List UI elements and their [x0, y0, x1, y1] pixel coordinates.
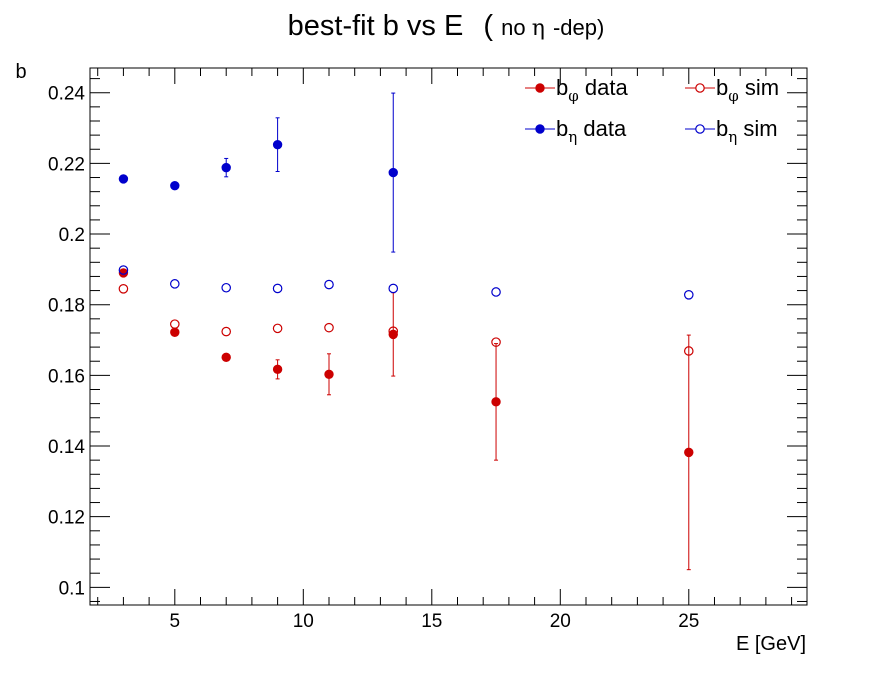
- legend-label: bη sim: [716, 116, 778, 146]
- x-axis-label: E [GeV]: [736, 633, 806, 655]
- chart-title-paren-prefix: no: [501, 15, 532, 40]
- legend-label: bφ data: [556, 75, 628, 105]
- data-point: [170, 327, 180, 337]
- data-point: [683, 290, 694, 300]
- plot-frame: [89, 67, 808, 606]
- data-point: [388, 329, 398, 340]
- chart-title-paren-open: (: [483, 10, 493, 42]
- legend-entry-beta_sim: bη sim: [685, 116, 778, 146]
- x-tick-label: 10: [293, 611, 314, 632]
- series-bphi_data: [118, 268, 694, 571]
- y-tick-label: 0.1: [59, 578, 85, 599]
- legend-label: bφ sim: [716, 75, 779, 105]
- data-series: [118, 92, 694, 571]
- data-point: [221, 282, 232, 293]
- chart-title-paren-suffix: -dep): [553, 15, 604, 40]
- x-tick-label: 5: [170, 611, 181, 632]
- data-point: [491, 397, 501, 407]
- y-tick-label: 0.14: [48, 437, 85, 458]
- data-point: [221, 162, 231, 173]
- data-point: [324, 322, 334, 333]
- data-point: [491, 337, 501, 347]
- x-tick-label: 15: [421, 611, 442, 632]
- data-point: [272, 139, 283, 150]
- legend-label-base: b: [556, 116, 568, 141]
- data-point: [491, 287, 501, 297]
- chart-title-eta: η: [532, 16, 545, 41]
- axis-ticks: [90, 68, 807, 605]
- legend-label-text: data: [577, 116, 627, 141]
- data-point: [118, 284, 129, 294]
- data-point: [170, 180, 180, 191]
- data-point: [221, 326, 232, 337]
- y-tick-label: 0.22: [48, 154, 85, 175]
- legend-marker: [695, 124, 705, 134]
- y-tick-label: 0.18: [48, 296, 85, 317]
- legend-label-text: sim: [739, 75, 779, 100]
- legend-marker: [535, 83, 545, 93]
- legend-entry-beta_data: bη data: [525, 116, 627, 146]
- chart-title: best-fit b vs E ( no η -dep): [288, 10, 605, 42]
- legend-marker: [695, 83, 705, 93]
- series-beta_data: [118, 92, 398, 253]
- data-point: [272, 283, 283, 294]
- data-point: [118, 174, 129, 184]
- x-tick-label: 25: [678, 611, 699, 632]
- data-point: [388, 326, 399, 337]
- chart-title-main: best-fit b vs E: [288, 10, 464, 42]
- data-point: [388, 167, 398, 178]
- legend-entry-bphi_sim: bφ sim: [685, 75, 779, 105]
- y-tick-label: 0.12: [48, 508, 85, 529]
- y-axis-label: b: [15, 61, 26, 83]
- y-tick-label: 0.2: [59, 225, 85, 246]
- x-tick-label: 20: [550, 611, 571, 632]
- data-point: [684, 447, 694, 458]
- legend-label-base: b: [556, 75, 568, 100]
- y-tick-label: 0.24: [48, 84, 85, 105]
- data-point: [324, 369, 334, 380]
- legend-label-subscript: φ: [728, 87, 739, 105]
- legend-label-text: data: [579, 75, 629, 100]
- legend-label-base: b: [716, 75, 728, 100]
- legend-label: bη data: [556, 116, 627, 146]
- data-point: [118, 265, 129, 275]
- legend-label-subscript: η: [728, 128, 737, 146]
- data-point: [118, 268, 129, 278]
- data-point: [221, 352, 231, 363]
- data-point: [272, 364, 283, 375]
- axis-tick-labels: 5 10 15 20 25 0.1 0.12 0.14 0.16 0.18 0.2 0.22 0.24: [48, 84, 699, 632]
- data-point: [272, 323, 283, 334]
- legend-label-text: sim: [737, 116, 777, 141]
- data-point: [170, 319, 180, 329]
- legend-label-subscript: φ: [568, 87, 579, 105]
- data-point: [170, 279, 180, 289]
- legend-entry-bphi_data: bφ data: [525, 75, 628, 105]
- legend-label-base: b: [716, 116, 728, 141]
- legend-marker: [535, 124, 545, 134]
- data-point: [324, 279, 334, 290]
- legend-label-subscript: η: [568, 128, 577, 146]
- series-bphi_sim: [118, 284, 694, 356]
- series-beta_sim: [118, 265, 694, 300]
- y-tick-label: 0.16: [48, 366, 85, 387]
- data-point: [388, 283, 399, 294]
- data-point: [683, 346, 694, 356]
